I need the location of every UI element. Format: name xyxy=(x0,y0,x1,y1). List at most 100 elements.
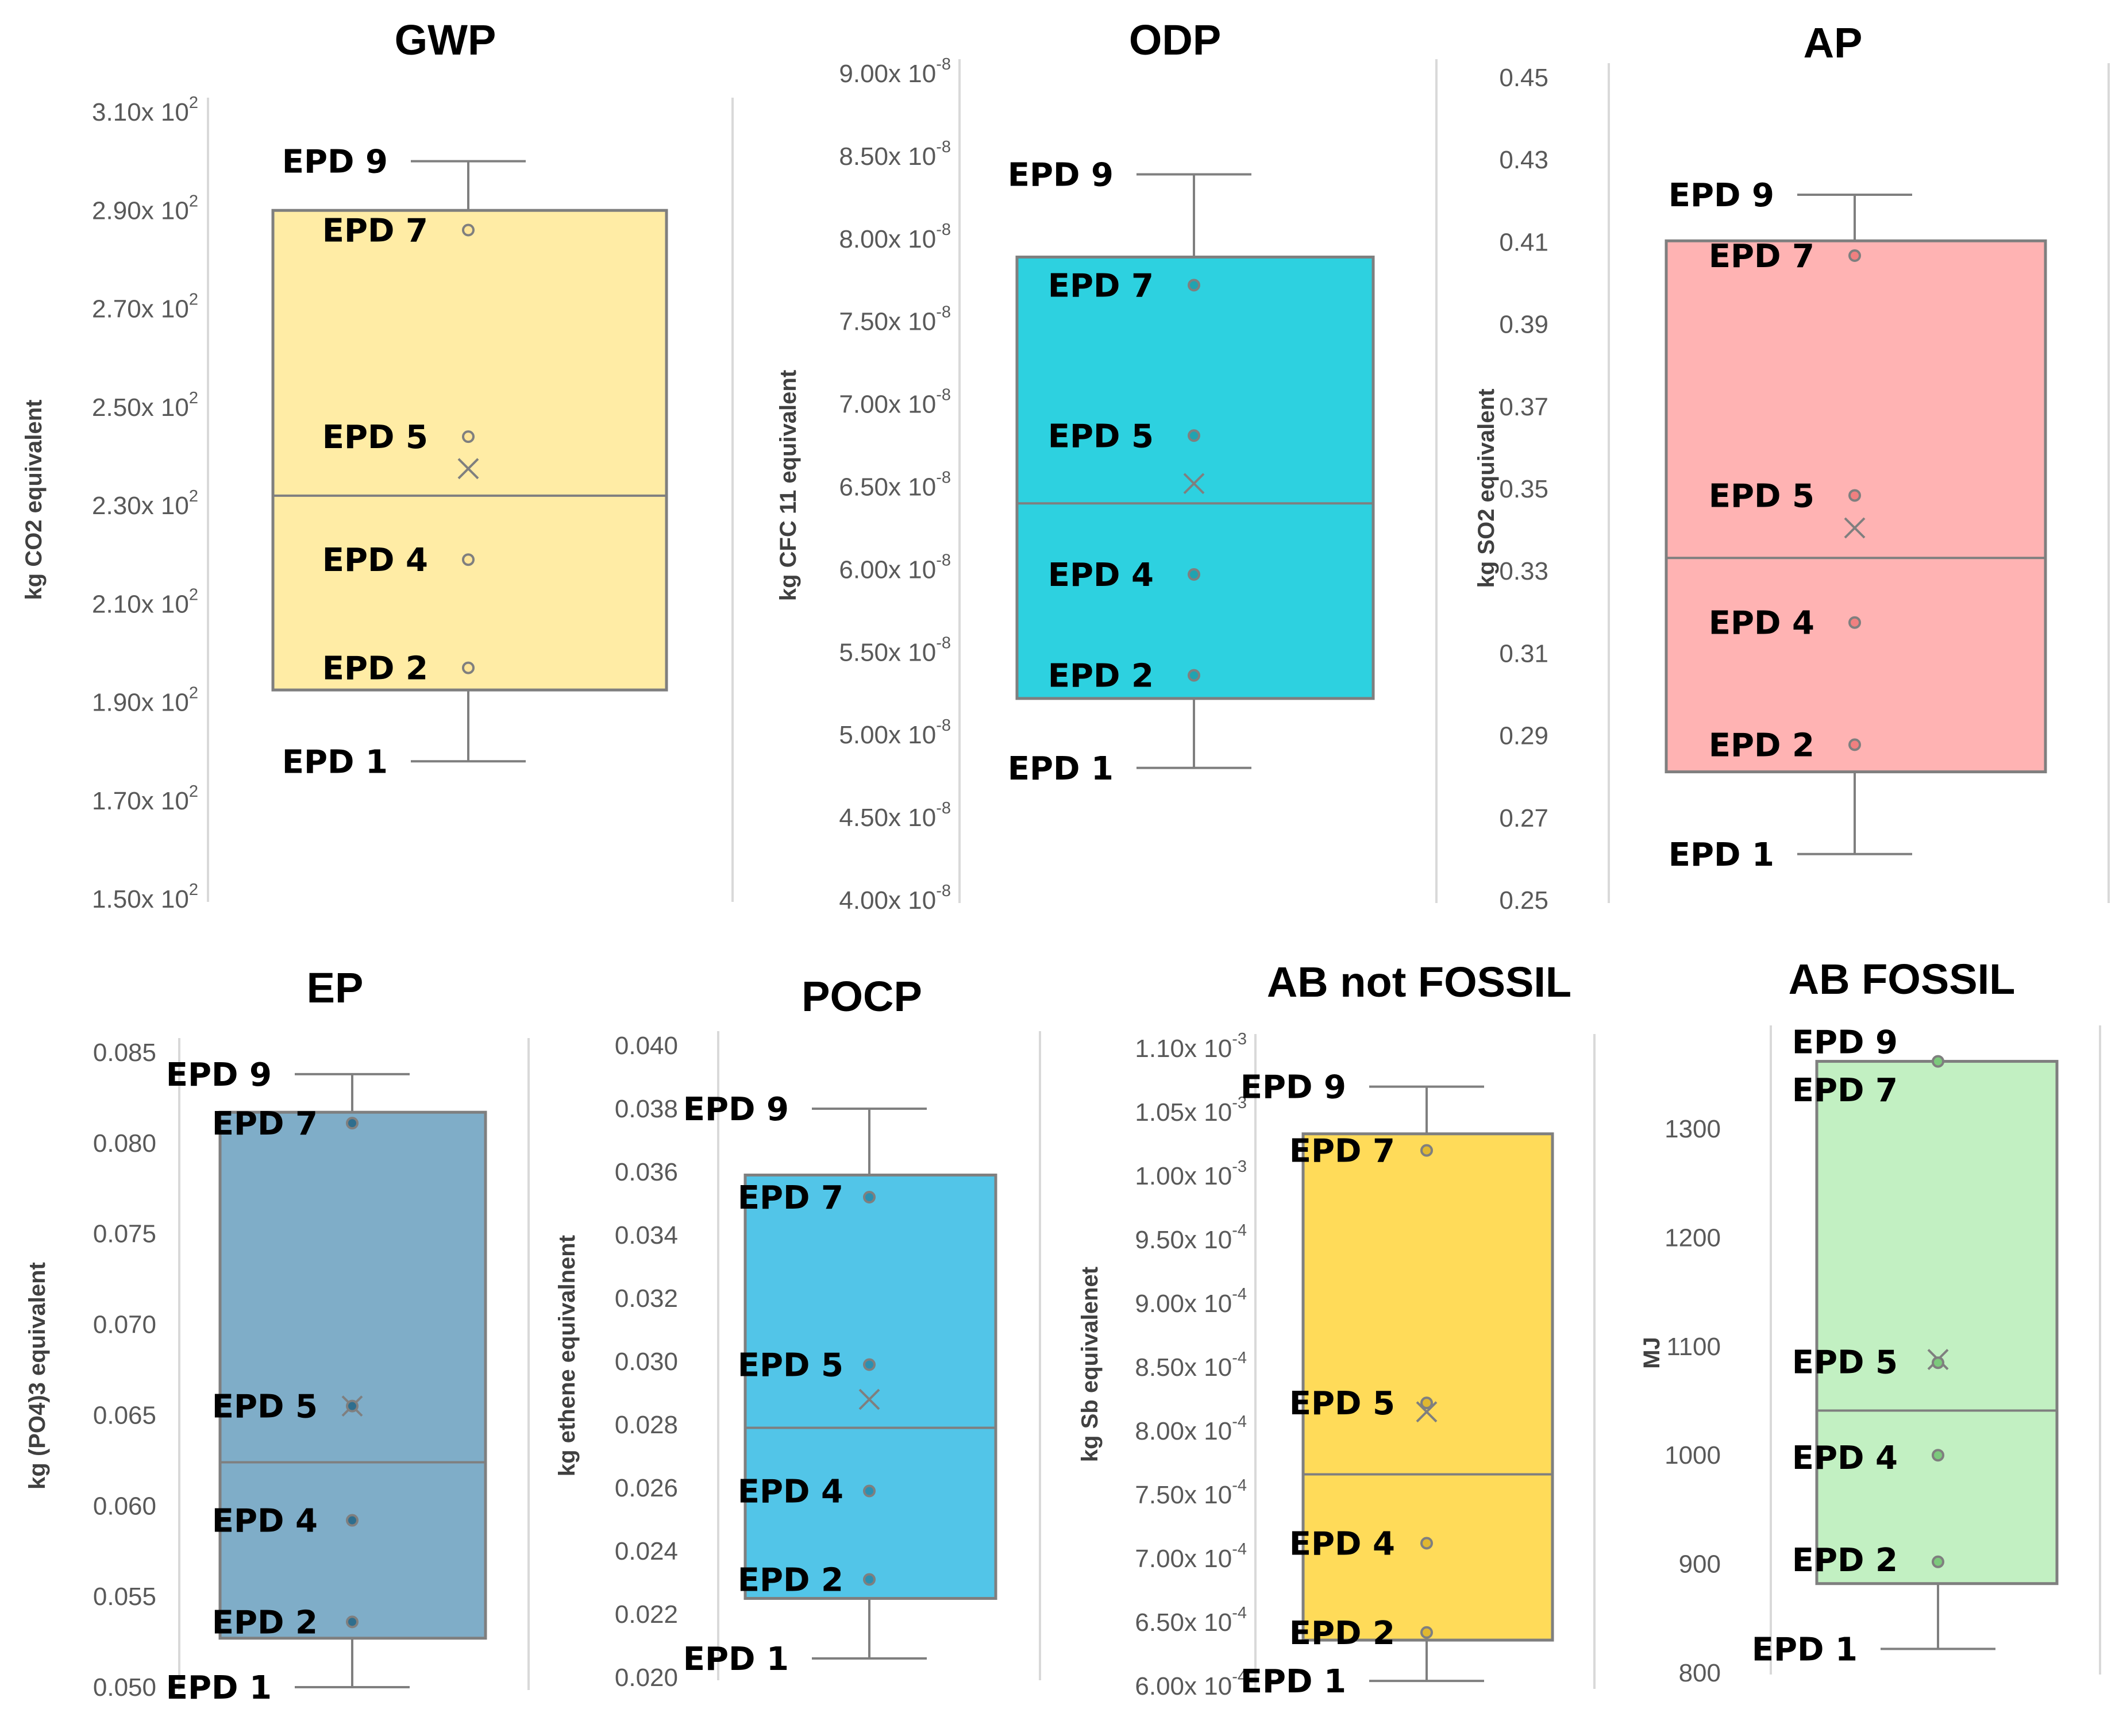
y-tick-label: 0.060 xyxy=(93,1492,156,1520)
y-tick-label: 4.00x 10-8 xyxy=(839,882,951,915)
whisker-bottom-label: EPD 1 xyxy=(1752,1631,1858,1668)
tick-mantissa: 5.00 xyxy=(839,721,888,749)
tick-mantissa: 6.50 xyxy=(1135,1608,1184,1637)
tick-mantissa: 8.00 xyxy=(1135,1417,1184,1445)
mean-stroke xyxy=(1844,517,1866,539)
y-tick-label: 0.028 xyxy=(615,1411,678,1439)
tick-times-ten: x 10 xyxy=(888,721,936,749)
y-tick-label: 0.065 xyxy=(93,1401,156,1429)
data-point xyxy=(1188,279,1200,292)
tick-times-ten: x 10 xyxy=(1184,1162,1232,1190)
y-tick-label: 7.50x 10-8 xyxy=(839,303,951,336)
tick-times-ten: x 10 xyxy=(888,60,936,88)
mean-marker xyxy=(457,458,479,480)
tick-mantissa: 1.00 xyxy=(1135,1162,1184,1190)
y-tick-label: 0.026 xyxy=(615,1474,678,1502)
y-tick-label: 0.038 xyxy=(615,1095,678,1123)
tick-mantissa: 0.39 xyxy=(1499,311,1548,339)
y-tick-label: 6.50x 10-8 xyxy=(839,469,951,501)
tick-mantissa: 0.040 xyxy=(615,1032,678,1060)
tick-mantissa: 2.90 xyxy=(92,196,141,225)
y-tick-label: 1.50x 102 xyxy=(92,881,198,913)
point-label: EPD 5 xyxy=(322,419,428,456)
point-label: EPD 4 xyxy=(1792,1440,1898,1477)
point-label: EPD 5 xyxy=(738,1347,843,1384)
point-label: EPD 2 xyxy=(1709,727,1814,764)
data-point xyxy=(863,1484,876,1498)
data-point xyxy=(1420,1396,1433,1410)
y-tick-label: 800 xyxy=(1679,1659,1721,1687)
tick-mantissa: 1.70 xyxy=(92,787,141,815)
y-axis-label: MJ xyxy=(1639,1337,1665,1369)
iqr-box xyxy=(1015,255,1375,700)
tick-mantissa: 6.00 xyxy=(839,555,888,584)
tick-mantissa: 0.075 xyxy=(93,1220,156,1248)
tick-mantissa: 0.032 xyxy=(615,1284,678,1313)
data-point xyxy=(1188,429,1200,442)
whisker-bottom-label: EPD 1 xyxy=(1008,750,1114,788)
iqr-box xyxy=(1301,1132,1554,1642)
tick-mantissa: 2.30 xyxy=(92,492,141,520)
tick-times-ten: x 10 xyxy=(888,886,936,915)
y-tick-label: 0.45 xyxy=(1499,64,1548,92)
tick-times-ten: x 10 xyxy=(1184,1290,1232,1318)
tick-exponent: -4 xyxy=(1232,1604,1247,1622)
point-label: EPD 5 xyxy=(1709,477,1814,515)
y-tick-label: 0.024 xyxy=(615,1537,678,1565)
tick-times-ten: x 10 xyxy=(1184,1353,1232,1382)
tick-exponent: -4 xyxy=(1232,1285,1247,1303)
tick-exponent: 2 xyxy=(189,389,198,407)
chart-ep: EP kg (PO4)3 equivalent 0.050 0.055 0.060 0.0… xyxy=(25,964,530,1707)
point-label: EPD 9 xyxy=(1792,1024,1898,1061)
tick-mantissa: 1200 xyxy=(1665,1224,1721,1252)
y-tick-label: 6.00x 10-4 xyxy=(1135,1668,1247,1700)
point-label: EPD 7 xyxy=(212,1105,318,1143)
point-label: EPD 2 xyxy=(738,1562,843,1599)
data-point xyxy=(1848,249,1861,263)
tick-mantissa: 0.31 xyxy=(1499,639,1548,668)
y-tick-label: 2.90x 102 xyxy=(92,192,198,225)
mean-marker xyxy=(858,1388,880,1410)
tick-exponent: -4 xyxy=(1232,1668,1247,1686)
tick-mantissa: 0.43 xyxy=(1499,146,1548,174)
tick-times-ten: x 10 xyxy=(888,555,936,584)
y-tick-label: 0.070 xyxy=(93,1311,156,1339)
data-point xyxy=(863,1573,876,1586)
y-tick-label: 1.10x 10-3 xyxy=(1135,1030,1247,1063)
whisker-bottom-label: EPD 1 xyxy=(1240,1663,1346,1700)
tick-mantissa: 0.050 xyxy=(93,1673,156,1702)
y-tick-label: 1300 xyxy=(1665,1115,1721,1143)
mean-stroke xyxy=(858,1388,880,1410)
tick-exponent: 2 xyxy=(189,585,198,604)
tick-mantissa: 9.00 xyxy=(839,60,888,88)
tick-exponent: -8 xyxy=(936,882,951,900)
data-point xyxy=(1932,1555,1944,1568)
tick-exponent: -4 xyxy=(1232,1476,1247,1495)
tick-times-ten: x 10 xyxy=(141,196,189,225)
tick-mantissa: 1000 xyxy=(1665,1441,1721,1469)
y-tick-label: 8.50x 10-8 xyxy=(839,138,951,171)
y-tick-label: 0.085 xyxy=(93,1039,156,1067)
point-label: EPD 7 xyxy=(1709,238,1814,275)
tick-mantissa: 0.055 xyxy=(93,1583,156,1611)
tick-exponent: 2 xyxy=(189,684,198,703)
iqr-box xyxy=(218,1110,487,1640)
whisker-top-label: EPD 9 xyxy=(282,144,388,181)
tick-mantissa: 9.00 xyxy=(1135,1290,1184,1318)
tick-mantissa: 0.020 xyxy=(615,1664,678,1692)
whisker-bottom-label: EPD 1 xyxy=(683,1641,789,1678)
point-label: EPD 4 xyxy=(212,1503,318,1540)
tick-exponent: -8 xyxy=(936,138,951,156)
tick-mantissa: 1300 xyxy=(1665,1115,1721,1143)
tick-exponent: 2 xyxy=(189,291,198,309)
data-point xyxy=(1420,1144,1433,1157)
tick-exponent: -8 xyxy=(936,386,951,404)
tick-mantissa: 0.036 xyxy=(615,1158,678,1186)
data-point xyxy=(1420,1626,1433,1639)
whisker-top-label: EPD 9 xyxy=(1008,157,1114,194)
point-label: EPD 4 xyxy=(1048,557,1154,594)
iqr-box xyxy=(271,209,668,692)
whisker-top-label: EPD 9 xyxy=(166,1056,272,1094)
y-tick-label: 0.020 xyxy=(615,1664,678,1692)
